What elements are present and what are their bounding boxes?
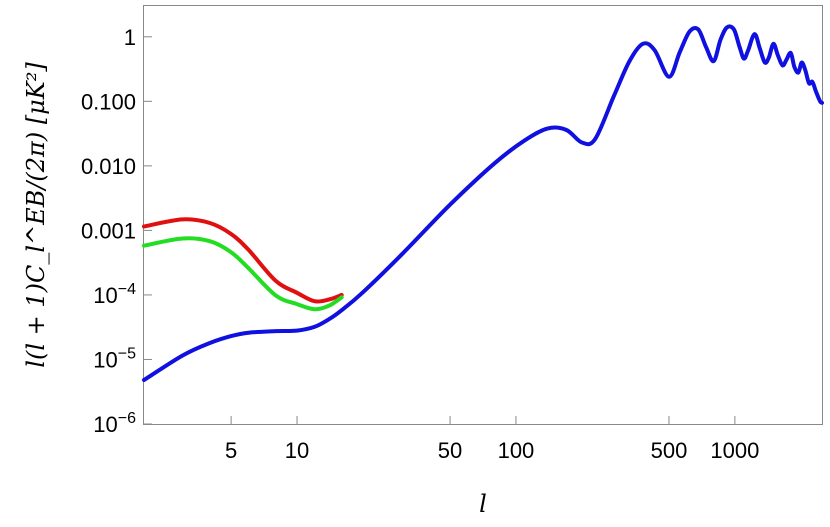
x-axis-title: l [479, 490, 487, 518]
x-tick-label: 1000 [710, 438, 759, 463]
x-tick-label: 500 [651, 438, 688, 463]
x-tick-label: 100 [498, 438, 535, 463]
y-tick-label: 0.100 [81, 89, 136, 114]
y-tick-label: 0.010 [81, 154, 136, 179]
y-tick-label: 10−5 [93, 345, 136, 372]
series-line-2 [142, 24, 824, 382]
series-line-0 [142, 217, 344, 304]
y-tick-label: 0.001 [81, 218, 136, 243]
y-ticks: 10−6 10−5 10−4 0.001 0.010 0.100 1 [81, 25, 152, 437]
y-tick-label: 10−4 [93, 281, 136, 308]
y-axis-title: l(l + 1)C_l^EB/(2π) [μK²] [22, 62, 50, 368]
series-layer [142, 24, 824, 382]
x-tick-label: 50 [438, 438, 462, 463]
plot-frame [143, 5, 823, 425]
y-tick-label: 10−6 [93, 410, 136, 437]
y-axis-title-text: l(l + 1)C_l^EB/(2π) [μK²] [22, 62, 50, 368]
y-tick-label: 1 [124, 25, 136, 50]
series-line-1 [142, 236, 344, 312]
svg-text:l(l + 1)C_l^EB/(2π) [μK²]: l(l + 1)C_l^EB/(2π) [μK²] [22, 62, 50, 368]
x-tick-label: 10 [285, 438, 309, 463]
x-ticks: 5 10 50 100 500 1000 [225, 416, 759, 463]
x-tick-label: 5 [225, 438, 237, 463]
